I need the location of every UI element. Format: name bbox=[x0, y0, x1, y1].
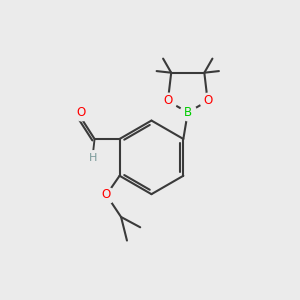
Text: H: H bbox=[89, 152, 97, 163]
Text: O: O bbox=[77, 106, 86, 119]
Text: O: O bbox=[102, 188, 111, 201]
Text: B: B bbox=[184, 106, 192, 119]
Text: O: O bbox=[203, 94, 212, 107]
Text: O: O bbox=[163, 94, 172, 107]
